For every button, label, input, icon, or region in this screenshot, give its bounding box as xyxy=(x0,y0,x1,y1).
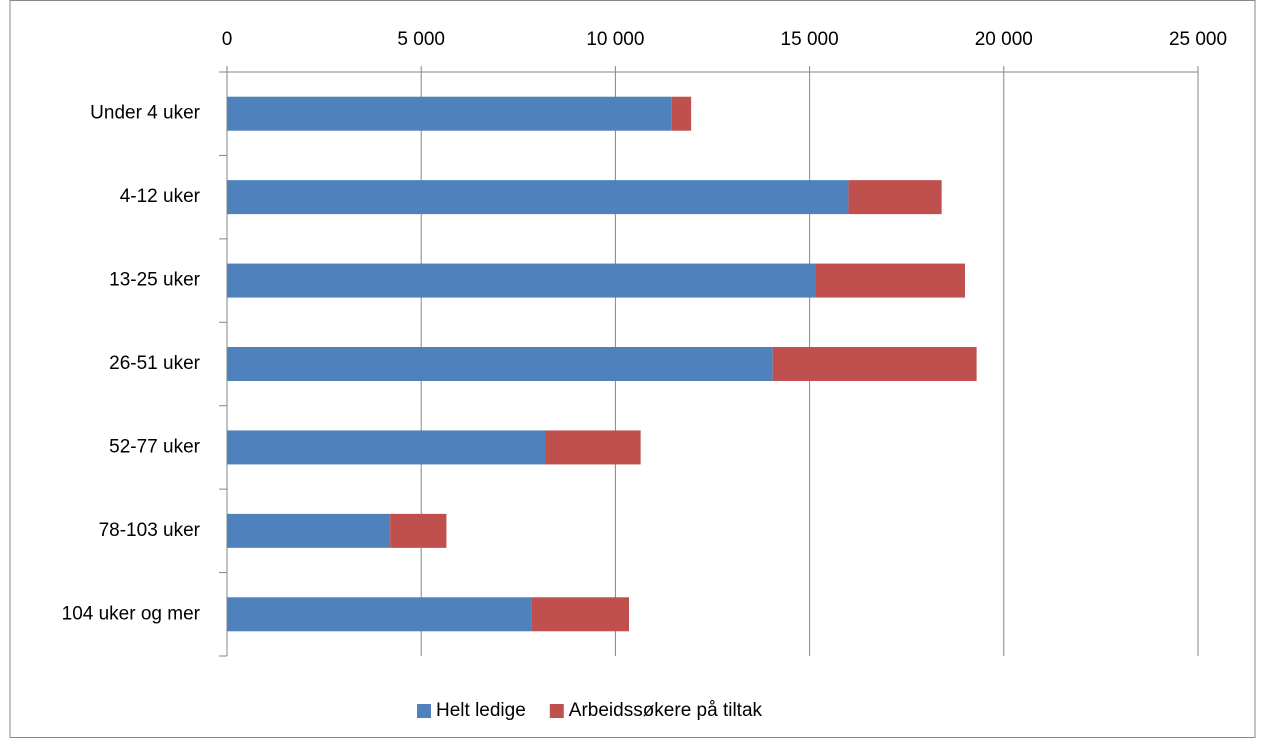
bar-segment xyxy=(848,180,942,215)
y-tick-label: 52-77 uker xyxy=(109,436,201,457)
bar-segment xyxy=(772,347,977,381)
bar-segment xyxy=(227,597,532,632)
x-tick-label: 20 000 xyxy=(975,29,1033,50)
y-tick-label: 13-25 uker xyxy=(109,270,201,291)
legend-label: Helt ledige xyxy=(436,700,526,721)
bar-segment xyxy=(227,430,546,465)
x-tick-label: 15 000 xyxy=(781,29,839,50)
legend-swatch xyxy=(549,704,564,718)
y-tick-label: Under 4 uker xyxy=(90,103,201,124)
bar-segment xyxy=(545,430,641,465)
x-tick-label: 10 000 xyxy=(586,29,644,50)
x-tick-label: 25 000 xyxy=(1169,29,1227,50)
bar-segment xyxy=(671,96,692,131)
bar-segment xyxy=(390,513,447,548)
bar-segment xyxy=(227,347,773,381)
y-tick-label: 78-103 uker xyxy=(99,520,201,541)
bar-segment xyxy=(815,263,965,298)
x-tick-label: 0 xyxy=(222,29,233,50)
bar-segment xyxy=(227,96,672,131)
bar-segment xyxy=(227,513,391,548)
y-tick-label: 104 uker og mer xyxy=(62,603,201,624)
y-tick-label: 26-51 uker xyxy=(109,353,201,374)
bar-segment xyxy=(531,597,629,632)
bar-segment xyxy=(227,263,816,298)
x-tick-label: 5 000 xyxy=(397,29,445,50)
legend-label: Arbeidssøkere på tiltak xyxy=(569,700,763,721)
y-tick-label: 4-12 uker xyxy=(120,186,201,207)
legend-swatch xyxy=(417,704,431,718)
bar-segment xyxy=(227,180,849,215)
